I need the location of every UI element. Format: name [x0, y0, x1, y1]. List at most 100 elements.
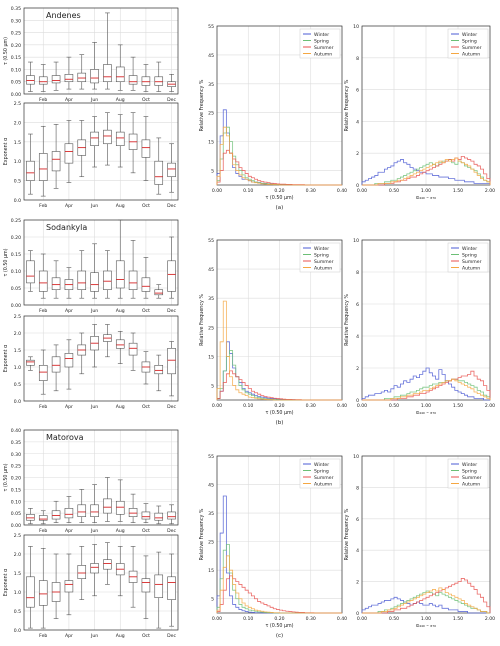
x-axis-label: α₄₄₀ – ₈₇₀ [416, 411, 436, 416]
box-iqr [128, 75, 138, 85]
legend-label: Autumn [314, 481, 332, 487]
box-iqr [154, 512, 164, 521]
y-tick-label: 15 [208, 568, 214, 574]
x-tick-label: Feb [39, 528, 47, 534]
y-tick-label: 35 [208, 296, 214, 302]
panel-title: Andenes [46, 11, 81, 20]
histogram-panel: 5 15 25 35 45 55 0.00 0.10 0.20 0.30 0.40 τ (0.50 μ… [199, 24, 347, 211]
box-iqr [141, 578, 151, 593]
y-tick-label: 2.0 [14, 120, 21, 126]
y-tick-label: 0.5 [14, 609, 21, 615]
y-tick-label: 6 [356, 302, 359, 308]
y-tick-label: 0.00 [11, 523, 21, 529]
box-jun [90, 484, 99, 523]
y-tick-label: 0.15 [11, 252, 21, 258]
box-may [77, 54, 87, 90]
x-tick-label: 0.00 [212, 188, 222, 194]
box-aug [115, 479, 125, 522]
box-iqr [38, 580, 48, 606]
y-tick-label: 15 [208, 140, 214, 146]
y-tick-label: 45 [208, 53, 214, 59]
box-sep [128, 56, 138, 91]
y-tick-label: 0.0 [14, 628, 21, 634]
box-aug [115, 44, 125, 91]
box-iqr [51, 75, 61, 84]
x-tick-label: Aug [116, 308, 125, 314]
histogram-series-autumn [362, 378, 491, 401]
box-mar [51, 260, 61, 299]
box-iqr [26, 260, 35, 284]
box-nov [154, 354, 164, 392]
histogram-series-autumn [216, 300, 342, 401]
x-tick-label: Oct [142, 404, 150, 410]
box-iqr [154, 364, 164, 375]
y-tick-label: 0.15 [11, 55, 21, 61]
boxplot-panel: 0.00 0.05 0.10 0.15 0.20 0.25 0.30 0.35 Feb Apr Ju… [3, 6, 179, 103]
box-iqr [167, 347, 176, 375]
histogram-series-summer [362, 578, 491, 614]
y-tick-label: 0.05 [11, 80, 21, 86]
y-tick-label: 0.15 [11, 487, 21, 493]
legend-label: Spring [462, 38, 477, 44]
x-tick-label: 1.00 [421, 616, 431, 622]
box-feb [38, 547, 48, 629]
box-iqr [64, 508, 74, 519]
axes-frame [23, 534, 179, 631]
legend-label: Winter [314, 246, 329, 252]
y-tick-label: 10 [353, 24, 359, 30]
box-oct [141, 555, 151, 619]
y-tick-label: 6 [356, 517, 359, 523]
histogram-panel: 0 2 4 6 8 10 0.00 0.50 1.00 1.50 2.00 α₄₄₀ – ₈₇₀ Rel… [344, 454, 495, 629]
box-may [77, 250, 87, 299]
box-aug [115, 114, 125, 168]
y-tick-label: 25 [208, 540, 214, 546]
y-tick-label: 0.5 [14, 382, 21, 388]
box-feb [38, 510, 48, 525]
box-iqr [77, 270, 87, 291]
x-tick-label: 0.40 [337, 403, 347, 409]
y-axis-label: Exponent α [3, 138, 9, 165]
x-tick-label: 0.00 [357, 403, 367, 409]
histogram-series-autumn [216, 555, 342, 614]
x-tick-label: 1.00 [421, 403, 431, 409]
box-jan [26, 356, 35, 371]
y-tick-label: 0.25 [11, 31, 21, 37]
x-tick-label: Oct [142, 633, 150, 639]
histogram-series-summer [362, 155, 491, 186]
y-tick-label: 6 [356, 88, 359, 94]
box-iqr [167, 260, 176, 292]
panel-title: Matorova [46, 433, 84, 442]
box-iqr [77, 72, 87, 83]
box-jun [90, 544, 99, 597]
x-tick-label: 1.50 [453, 188, 463, 194]
box-iqr [128, 508, 138, 517]
y-tick-label: 1.5 [14, 571, 21, 577]
x-tick-label: 0.40 [337, 188, 347, 194]
x-tick-label: Aug [116, 203, 125, 209]
y-tick-label: 5 [211, 597, 214, 603]
y-tick-label: 35 [208, 82, 214, 88]
legend-label: Autumn [314, 51, 332, 57]
box-apr [64, 339, 74, 390]
x-tick-label: Dec [167, 308, 176, 314]
x-tick-label: 0.20 [274, 616, 284, 622]
box-dec [167, 341, 176, 397]
y-tick-label: 2.5 [14, 533, 21, 539]
y-tick-label: 0.35 [11, 6, 21, 12]
histogram-series-winter [361, 367, 490, 401]
box-oct [141, 503, 151, 523]
histogram-series-autumn [216, 126, 342, 186]
box-dec [167, 553, 176, 627]
y-tick-label: 45 [208, 483, 214, 489]
legend-label: Winter [314, 32, 329, 38]
box-jul [103, 112, 112, 166]
y-tick-label: 4 [356, 334, 359, 340]
boxplot-panel: 0.0 0.5 1.0 1.5 2.0 2.5 Feb Apr Jun Aug Oct Dec Expo… [3, 314, 179, 410]
box-jul [103, 542, 112, 585]
box-iqr [38, 153, 48, 181]
box-feb [38, 125, 48, 197]
box-nov [154, 137, 164, 195]
y-tick-label: 0.00 [11, 92, 21, 98]
y-axis-label: Exponent α [3, 345, 9, 372]
